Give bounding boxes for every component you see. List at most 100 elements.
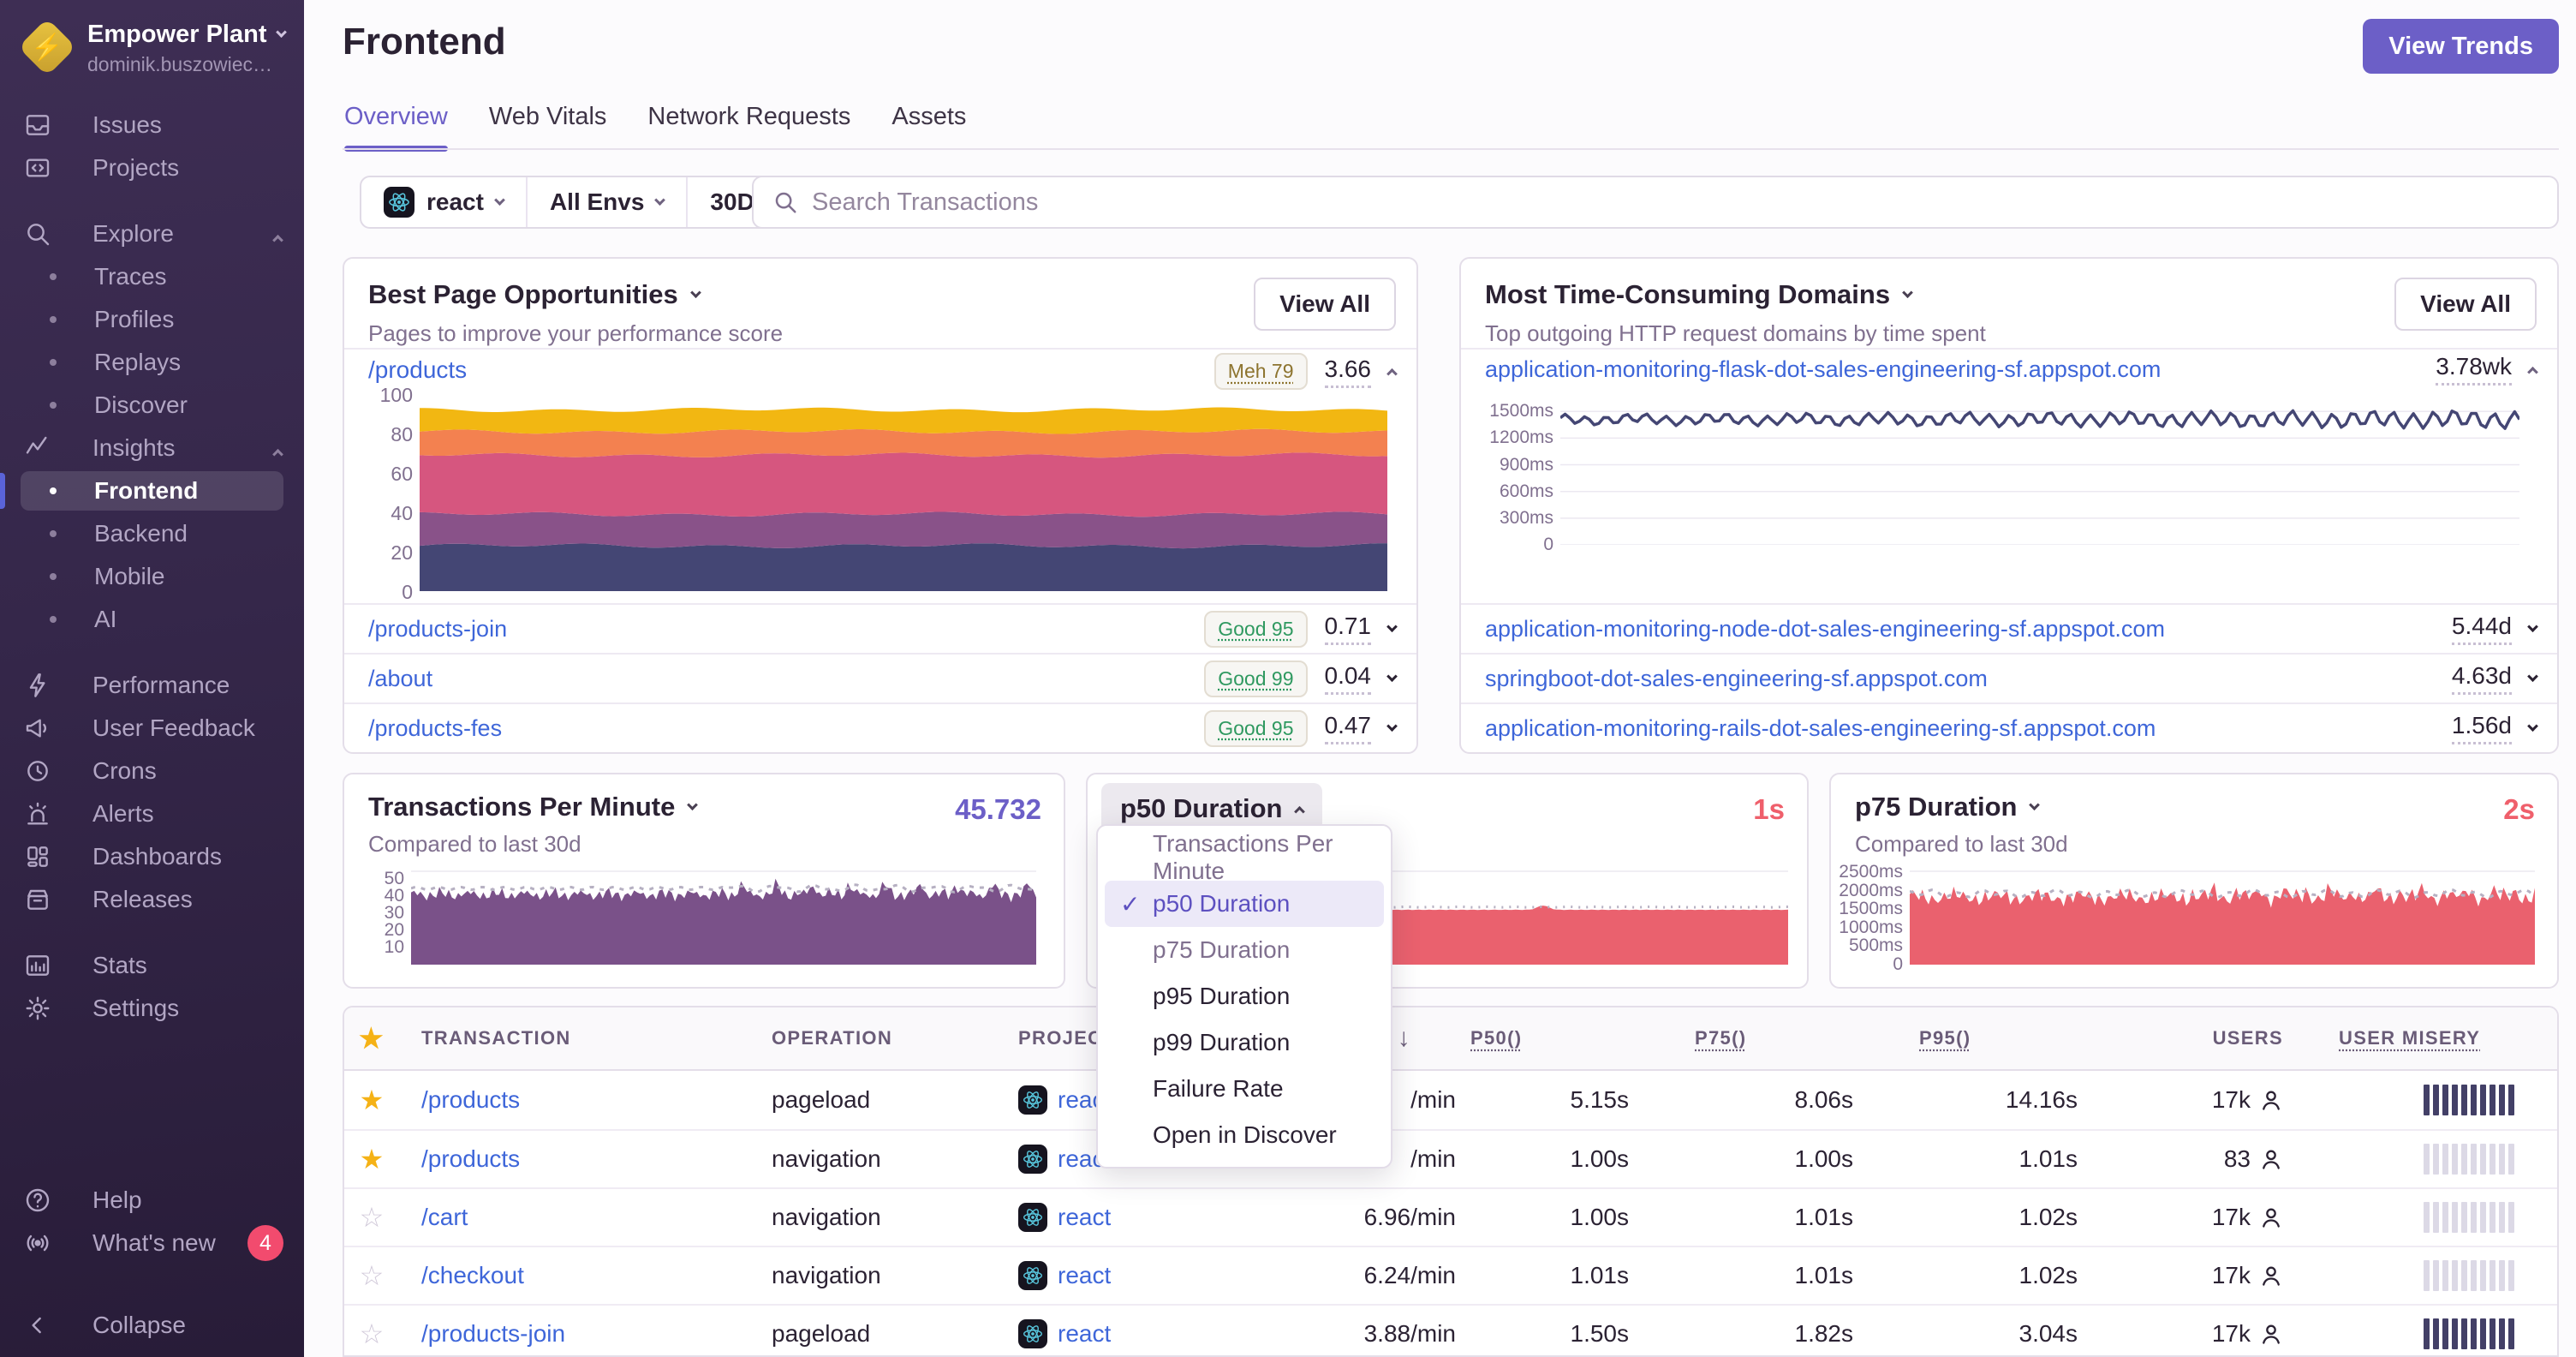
star-toggle[interactable]: ☆ xyxy=(359,1318,385,1349)
sidebar-item-collapse[interactable]: Collapse xyxy=(0,1304,304,1347)
sidebar-item-settings[interactable]: Settings xyxy=(0,987,304,1030)
col-p75[interactable]: P75() xyxy=(1695,1027,1747,1049)
sidebar-item-mobile[interactable]: Mobile xyxy=(0,555,304,598)
search-input[interactable] xyxy=(812,188,2538,217)
sidebar-item-stats[interactable]: Stats xyxy=(0,944,304,987)
sidebar-item-discover[interactable]: Discover xyxy=(0,384,304,427)
sidebar-item-crons[interactable]: Crons xyxy=(0,750,304,792)
sidebar-item-alerts[interactable]: Alerts xyxy=(0,792,304,835)
tab-assets[interactable]: Assets xyxy=(891,103,967,130)
domain-row[interactable]: application-monitoring-rails-dot-sales-e… xyxy=(1461,702,2557,752)
col-p95[interactable]: P95() xyxy=(1919,1027,1971,1049)
domain-row[interactable]: application-monitoring-node-dot-sales-en… xyxy=(1461,603,2557,653)
star-toggle[interactable]: ☆ xyxy=(359,1202,385,1233)
star-toggle[interactable]: ☆ xyxy=(359,1260,385,1291)
col-users[interactable]: USERS xyxy=(2212,1027,2283,1049)
sidebar-item-projects[interactable]: Projects xyxy=(0,146,304,189)
domains-view-all-button[interactable]: View All xyxy=(2394,278,2537,331)
col-transaction[interactable]: TRANSACTION xyxy=(421,1027,571,1049)
sort-descending-icon[interactable]: ↓ xyxy=(1397,1024,1411,1052)
transaction-link[interactable]: /products xyxy=(421,1086,521,1113)
domain-link[interactable]: application-monitoring-rails-dot-sales-e… xyxy=(1485,714,2156,741)
page-link[interactable]: /about xyxy=(368,665,433,691)
transaction-link[interactable]: /cart xyxy=(421,1204,468,1230)
domain-link[interactable]: application-monitoring-node-dot-sales-en… xyxy=(1485,615,2165,642)
star-toggle[interactable]: ★ xyxy=(359,1144,385,1175)
environment-filter[interactable]: All Envs xyxy=(525,177,686,227)
p75-metric-dropdown[interactable]: p75 Duration xyxy=(1855,792,2041,822)
page-opportunity-row[interactable]: /products-join Good 95 0.71 xyxy=(344,603,1416,653)
dropdown-option-p50-duration[interactable]: ✓ p50 Duration xyxy=(1105,881,1384,927)
domain-link[interactable]: springboot-dot-sales-engineering-sf.apps… xyxy=(1485,665,1988,691)
page-link[interactable]: /products-join xyxy=(368,615,508,642)
sidebar-item-user-feedback[interactable]: User Feedback xyxy=(0,707,304,750)
sidebar-item-explore[interactable]: Explore xyxy=(0,212,304,255)
transaction-link[interactable]: /products-join xyxy=(421,1320,566,1347)
page-opportunity-row[interactable]: /about Good 99 0.04 xyxy=(344,653,1416,702)
table-row[interactable]: ★ /products pageload react /min 5.15s 8.… xyxy=(344,1071,2557,1129)
chevron-down-icon[interactable] xyxy=(1386,620,1398,632)
chevron-down-icon[interactable] xyxy=(1386,670,1398,682)
sidebar-item-insights[interactable]: Insights xyxy=(0,427,304,469)
sidebar-item-dashboards[interactable]: Dashboards xyxy=(0,835,304,878)
page-link[interactable]: /products-fes xyxy=(368,714,503,741)
page-link[interactable]: /products xyxy=(368,356,468,383)
lightning-icon xyxy=(22,672,53,699)
chevron-down-icon[interactable] xyxy=(1386,720,1398,732)
chevron-down-icon[interactable] xyxy=(2527,620,2538,632)
best-pages-view-all-button[interactable]: View All xyxy=(1254,278,1396,331)
transaction-link[interactable]: /products xyxy=(421,1145,521,1172)
sidebar-item-whats-new[interactable]: What's new 4 xyxy=(0,1222,304,1264)
star-header-icon[interactable]: ★ xyxy=(358,1023,385,1054)
dropdown-option-failure-rate[interactable]: Failure Rate xyxy=(1153,1075,1284,1102)
sentry-org-logo[interactable]: ⚡ xyxy=(18,18,76,76)
table-row[interactable]: ☆ /products-join pageload react 3.88/min… xyxy=(344,1304,2557,1355)
col-operation[interactable]: OPERATION xyxy=(772,1027,893,1049)
project-link[interactable]: react xyxy=(1058,1262,1112,1288)
project-link[interactable]: react xyxy=(1058,1320,1112,1347)
sidebar-item-profiles[interactable]: Profiles xyxy=(0,298,304,341)
chevron-up-icon[interactable] xyxy=(1386,368,1398,380)
sidebar-item-replays[interactable]: Replays xyxy=(0,341,304,384)
page-opportunity-row[interactable]: /products-fes Good 95 0.47 xyxy=(344,702,1416,752)
sidebar-item-releases[interactable]: Releases xyxy=(0,878,304,921)
chevron-up-icon[interactable] xyxy=(2527,366,2538,378)
table-row[interactable]: ☆ /cart navigation react 6.96/min 1.00s … xyxy=(344,1187,2557,1246)
table-row[interactable]: ★ /products navigation react /min 1.00s … xyxy=(344,1129,2557,1187)
sidebar-item-ai[interactable]: AI xyxy=(0,598,304,641)
sidebar-item-help[interactable]: Help xyxy=(0,1179,304,1222)
transaction-link[interactable]: /checkout xyxy=(421,1262,524,1288)
project-link[interactable]: react xyxy=(1058,1204,1112,1230)
table-row[interactable]: ☆ /checkout navigation react 6.24/min 1.… xyxy=(344,1246,2557,1304)
sidebar-item-traces[interactable]: Traces xyxy=(0,255,304,298)
domain-link[interactable]: application-monitoring-flask-dot-sales-e… xyxy=(1485,356,2162,382)
date-range-filter[interactable]: 30D xyxy=(686,177,796,227)
dropdown-option-p75-duration[interactable]: p75 Duration xyxy=(1153,936,1291,963)
sidebar-item-issues[interactable]: Issues xyxy=(0,104,304,146)
project-filter[interactable]: react xyxy=(361,177,526,227)
best-pages-title-dropdown[interactable]: Best Page Opportunities xyxy=(368,279,701,310)
tab-web-vitals[interactable]: Web Vitals xyxy=(488,103,607,130)
tab-network-requests[interactable]: Network Requests xyxy=(647,103,851,130)
tab-overview[interactable]: Overview xyxy=(344,103,448,152)
dropdown-option-open-in-discover[interactable]: Open in Discover xyxy=(1153,1121,1337,1148)
chevron-down-icon[interactable] xyxy=(2527,720,2538,732)
sidebar-item-backend[interactable]: Backend xyxy=(0,512,304,555)
time-spent-value: 4.63d xyxy=(2451,662,2512,695)
org-switcher[interactable]: Empower Plant xyxy=(87,21,287,49)
sidebar-item-frontend[interactable]: Frontend xyxy=(0,469,304,512)
users-cell: 17k xyxy=(2129,1086,2317,1114)
col-user-misery[interactable]: USER MISERY xyxy=(2339,1027,2481,1049)
tpm-metric-dropdown[interactable]: Transactions Per Minute xyxy=(368,792,699,822)
dropdown-option-p99-duration[interactable]: p99 Duration xyxy=(1153,1029,1291,1055)
dropdown-option-p95-duration[interactable]: p95 Duration xyxy=(1153,983,1291,1009)
dropdown-option-transactions-per-minute[interactable]: Transactions Per Minute xyxy=(1153,830,1333,884)
chevron-down-icon[interactable] xyxy=(2527,670,2538,682)
domains-title-dropdown[interactable]: Most Time-Consuming Domains xyxy=(1485,279,1913,310)
star-toggle[interactable]: ★ xyxy=(359,1085,385,1115)
col-p50[interactable]: P50() xyxy=(1470,1027,1523,1049)
sidebar-item-performance[interactable]: Performance xyxy=(0,664,304,707)
sidebar-item-label: What's new xyxy=(92,1229,216,1256)
domain-row[interactable]: springboot-dot-sales-engineering-sf.apps… xyxy=(1461,653,2557,702)
view-trends-button[interactable]: View Trends xyxy=(2363,19,2559,74)
